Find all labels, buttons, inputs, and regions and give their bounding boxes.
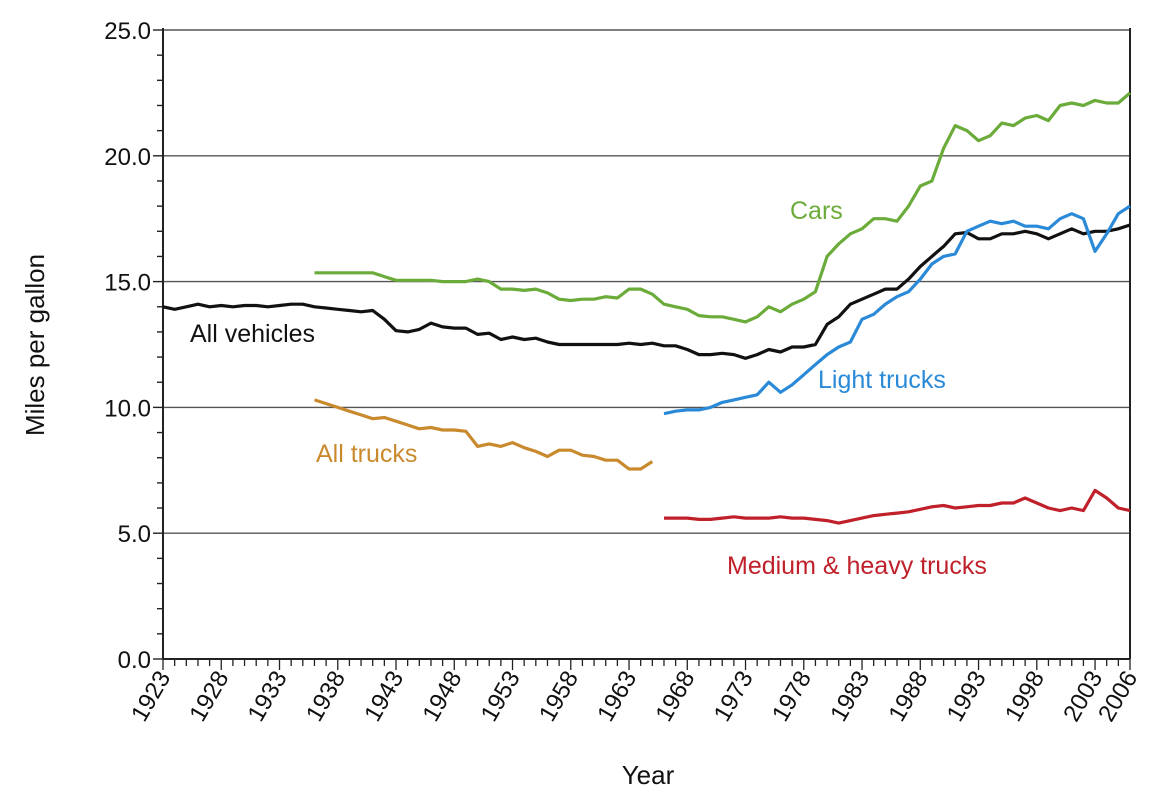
series-label: Cars [790, 197, 843, 225]
x-tick-label: 2006 [1093, 667, 1143, 727]
x-axis-ticks: 1923 1928 1933 1938 1943 1948 1953 1958 1963 1968… [126, 659, 1143, 726]
x-tick-label: 1928 [184, 667, 234, 727]
y-axis-ticks: 0.0 5.0 10.0 15.0 20.0 25.0 [104, 18, 163, 674]
axes [162, 28, 1131, 660]
series-label: All vehicles [190, 320, 315, 348]
series-line-cars [314, 91, 1132, 324]
series-label: Light trucks [818, 366, 946, 394]
x-axis-title: Year [622, 760, 675, 790]
x-tick-label: 1948 [417, 667, 467, 727]
x-tick-label: 1923 [126, 667, 176, 727]
series-lines [162, 91, 1132, 525]
y-axis-title: Miles per gallon [20, 254, 50, 436]
x-tick-label: 1978 [767, 667, 817, 727]
series-label: Medium & heavy trucks [727, 552, 987, 580]
series-label: All trucks [316, 440, 417, 468]
x-tick-label: 1943 [359, 667, 409, 727]
y-tick-label: 10.0 [104, 395, 151, 422]
x-tick-label: 1953 [476, 667, 526, 727]
y-tick-label: 25.0 [104, 18, 151, 45]
x-tick-label: 1933 [243, 667, 293, 727]
y-tick-label: 5.0 [118, 521, 151, 548]
y-tick-label: 0.0 [118, 647, 151, 674]
series-line-all-trucks [314, 398, 654, 471]
series-line-medium-heavy-trucks [664, 488, 1131, 525]
y-tick-label: 15.0 [104, 270, 151, 297]
x-tick-label: 1988 [883, 667, 933, 727]
x-tick-label: 1993 [942, 667, 992, 727]
x-tick-label: 1958 [534, 667, 584, 727]
x-tick-label: 1998 [1000, 667, 1050, 727]
gridlines [163, 29, 1130, 534]
series-line-all-vehicles [162, 223, 1131, 360]
series-line-light-trucks [663, 204, 1131, 416]
series-labels: All vehicles Cars Light trucks All trucks Me… [190, 197, 987, 580]
x-tick-label: 1963 [592, 667, 642, 727]
x-tick-label: 1983 [825, 667, 875, 727]
x-tick-label: 1973 [709, 667, 759, 727]
y-tick-label: 20.0 [104, 144, 151, 171]
x-tick-label: 1938 [301, 667, 351, 727]
x-tick-label: 1968 [650, 667, 700, 727]
